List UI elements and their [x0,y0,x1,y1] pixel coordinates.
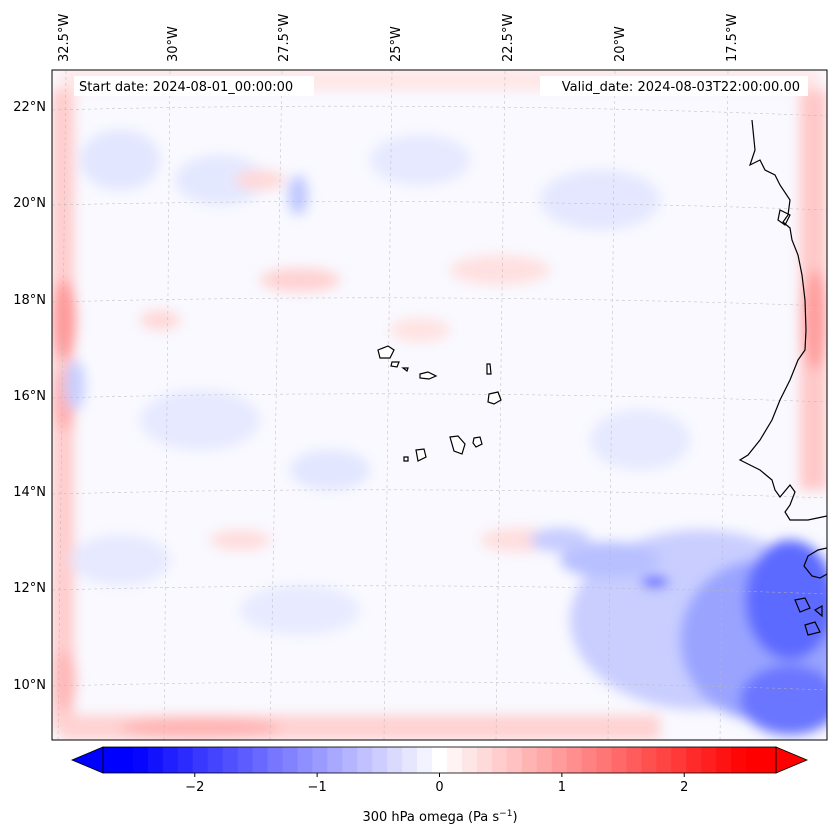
colorbar-tick-label: 2 [680,780,688,795]
colorbar-cell [297,747,313,773]
lat-tick-label: 20°N [13,196,46,211]
lat-tick-label: 14°N [13,485,46,500]
colorbar-tick-label: 0 [435,780,443,795]
colorbar-cell [132,747,149,773]
colorbar-label: 300 hPa omega (Pa s−1) [362,809,517,825]
colorbar-cell [536,747,553,773]
colorbar-max-arrow [775,746,809,774]
colorbar-cell [461,747,478,773]
lon-tick-label: 17.5°W [725,14,740,62]
colorbar-cell [342,747,358,773]
colorbar-cell [162,747,179,773]
colorbar-cell [686,747,702,773]
colorbar-cell [432,747,448,773]
lat-tick-label: 18°N [13,293,46,308]
colorbar-cell [491,747,508,773]
map-frame [51,69,828,741]
colorbar-cell [417,747,433,773]
lon-tick-label: 30°W [166,26,181,62]
lon-tick-label: 32.5°W [57,14,72,62]
start-date-box [74,76,314,96]
colorbar-cell [282,747,299,773]
colorbar-ticks: −2 −1 0 1 2 [185,773,688,795]
lon-tick-labels: 32.5°W 30°W 27.5°W 25°W 22.5°W 20°W 17.5… [57,14,740,62]
colorbar-cell [402,747,418,773]
colorbar-cell [252,747,269,773]
colorbar-cell [103,747,119,773]
colorbar-cell [446,747,463,773]
lat-tick-labels: 22°N 20°N 18°N 16°N 14°N 12°N 10°N [13,100,46,693]
colorbar-cell [192,747,209,773]
omega-field [52,70,827,740]
colorbar-min-arrow [70,746,104,774]
lon-tick-label: 27.5°W [277,14,292,62]
colorbar-cell [731,747,747,773]
colorbar-tick-label: −2 [185,780,204,795]
lon-tick-label: 22.5°W [501,14,516,62]
colorbar-cell [716,747,732,773]
colorbar-cell [641,747,657,773]
start-date-text: Start date: 2024-08-01_00:00:00 [79,80,293,95]
lat-tick-label: 12°N [13,581,46,596]
colorbar-cell [761,747,777,773]
colorbar-cell [521,747,538,773]
lon-tick-label: 25°W [389,26,404,62]
map-panel [52,70,827,740]
colorbar-cell [476,747,493,773]
colorbar-cell [207,747,224,773]
colorbar-cell [596,747,613,773]
colorbar-tick-label: 1 [558,780,566,795]
colorbar-cell [701,747,717,773]
coastline [738,119,827,636]
colorbar-cell [581,747,598,773]
colorbar-cell [117,747,134,773]
colorbar-cell [222,747,239,773]
colorbar-cell [746,747,762,773]
graticule [52,70,827,740]
colorbar-tick-label: −1 [308,780,327,795]
colorbar-cell [387,747,403,773]
valid-date-text: Valid_date: 2024-08-03T22:00:00.00 [562,80,800,95]
colorbar-cell [372,747,388,773]
colorbar-cell [312,747,328,773]
colorbar-cell [267,747,284,773]
colorbar-cell [566,747,583,773]
colorbar: −2 −1 0 1 2 300 hPa omega (Pa s−1) [70,746,809,825]
colorbar-cell [626,747,642,773]
colorbar-cell [177,747,194,773]
colorbar-cell [551,747,568,773]
colorbar-cell [147,747,164,773]
colorbar-cell [611,747,628,773]
africa-coast [738,119,827,521]
colorbar-cell [357,747,373,773]
colorbar-cells [103,747,777,773]
colorbar-cell [656,747,672,773]
valid-date-box [540,76,808,96]
colorbar-cell [506,747,523,773]
colorbar-cell [671,747,687,773]
africa-coast-south [803,547,827,579]
cape-verde-islands [377,345,502,462]
lat-tick-label: 10°N [13,678,46,693]
lon-tick-label: 20°W [613,26,628,62]
colorbar-cell [237,747,254,773]
lat-tick-label: 16°N [13,389,46,404]
lat-tick-label: 22°N [13,100,46,115]
colorbar-cell [327,747,343,773]
